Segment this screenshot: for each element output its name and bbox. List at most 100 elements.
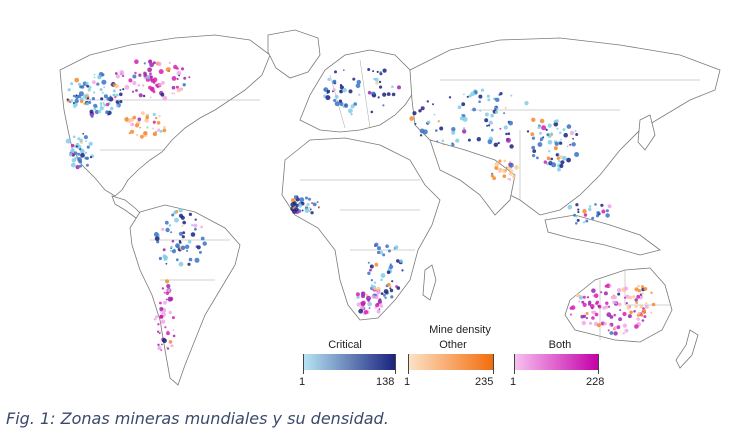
mine-point — [618, 317, 622, 322]
mine-point — [169, 249, 173, 252]
mine-point — [180, 215, 185, 220]
mine-point — [143, 76, 146, 80]
mine-point — [295, 203, 299, 208]
mine-point — [510, 169, 514, 173]
mine-point — [88, 141, 93, 146]
mine-point — [577, 208, 580, 211]
mine-point — [435, 129, 438, 132]
mine-point — [165, 227, 170, 233]
mine-point — [582, 209, 587, 214]
mine-point — [356, 302, 361, 307]
mine-point — [143, 131, 148, 136]
mine-point — [334, 94, 339, 99]
mine-point — [114, 96, 117, 99]
mine-point — [503, 112, 506, 115]
mine-point — [72, 102, 75, 104]
mine-point — [308, 210, 311, 213]
mine-point — [124, 84, 130, 90]
mine-point — [363, 310, 369, 315]
mine-point — [166, 284, 171, 289]
mine-point — [168, 224, 172, 227]
mine-point — [494, 106, 497, 109]
mine-point — [134, 123, 140, 128]
mine-point — [426, 100, 429, 103]
mine-point — [491, 122, 494, 125]
south-america — [129, 204, 241, 386]
mine-point — [536, 156, 539, 160]
mine-point — [308, 197, 311, 201]
mine-point — [588, 207, 592, 212]
europe — [299, 49, 416, 133]
mine-point — [146, 126, 149, 129]
mine-point — [91, 97, 95, 101]
mine-point — [567, 204, 573, 210]
mine-point — [157, 128, 161, 132]
mine-point — [348, 108, 353, 114]
mine-point — [157, 345, 162, 351]
mine-point — [350, 113, 353, 116]
mine-point — [74, 98, 79, 104]
mine-point — [86, 97, 90, 100]
mine-point — [600, 291, 603, 294]
mine-point — [144, 118, 149, 123]
mine-point — [101, 73, 105, 77]
mine-point — [379, 250, 383, 255]
mine-point — [504, 169, 507, 172]
mine-point — [574, 152, 580, 157]
mine-point — [353, 102, 358, 106]
mine-point — [382, 92, 387, 97]
mine-point — [369, 264, 374, 269]
mine-point — [367, 68, 371, 71]
mine-point — [177, 88, 181, 91]
mine-point — [378, 80, 382, 84]
mine-point — [605, 209, 609, 213]
mine-point — [99, 106, 104, 111]
mine-point — [391, 92, 396, 97]
mine-point — [334, 101, 340, 107]
mine-point — [188, 76, 191, 79]
mine-point — [161, 287, 165, 290]
legend-both-min: 1 — [510, 376, 517, 388]
mine-point — [569, 130, 575, 136]
mine-point — [397, 85, 401, 90]
mine-point — [325, 95, 331, 101]
mine-point — [617, 292, 621, 296]
mine-point — [165, 67, 171, 72]
mine-point — [172, 329, 175, 331]
mine-point — [546, 133, 550, 137]
mine-point — [418, 109, 422, 113]
mine-point — [569, 306, 573, 310]
mine-point — [427, 120, 431, 124]
mine-point — [339, 101, 344, 107]
mine-point — [128, 78, 133, 83]
mine-point — [559, 141, 563, 145]
mine-point — [558, 155, 563, 159]
mine-point — [633, 310, 636, 313]
mine-point — [636, 317, 640, 321]
mine-point — [188, 257, 193, 262]
mine-point — [436, 140, 439, 143]
mine-point — [507, 132, 511, 135]
mine-point — [412, 111, 417, 116]
mine-point — [414, 122, 417, 125]
mine-point — [165, 291, 169, 295]
mine-point — [622, 323, 628, 328]
mine-point — [196, 245, 201, 250]
mine-point — [643, 312, 646, 315]
mine-point — [371, 295, 375, 299]
mine-point — [200, 225, 203, 229]
mine-point — [171, 213, 175, 217]
mine-point — [382, 253, 386, 257]
mine-point — [106, 97, 111, 101]
mine-point — [163, 125, 166, 129]
mine-point — [550, 157, 554, 161]
mine-point — [642, 308, 647, 313]
mine-point — [635, 301, 638, 304]
mine-point — [605, 301, 609, 305]
mine-point — [634, 298, 638, 302]
mine-point — [162, 338, 167, 344]
mine-point — [508, 162, 514, 168]
mine-point — [555, 153, 559, 156]
mine-point — [562, 128, 566, 132]
mine-point — [173, 92, 176, 95]
